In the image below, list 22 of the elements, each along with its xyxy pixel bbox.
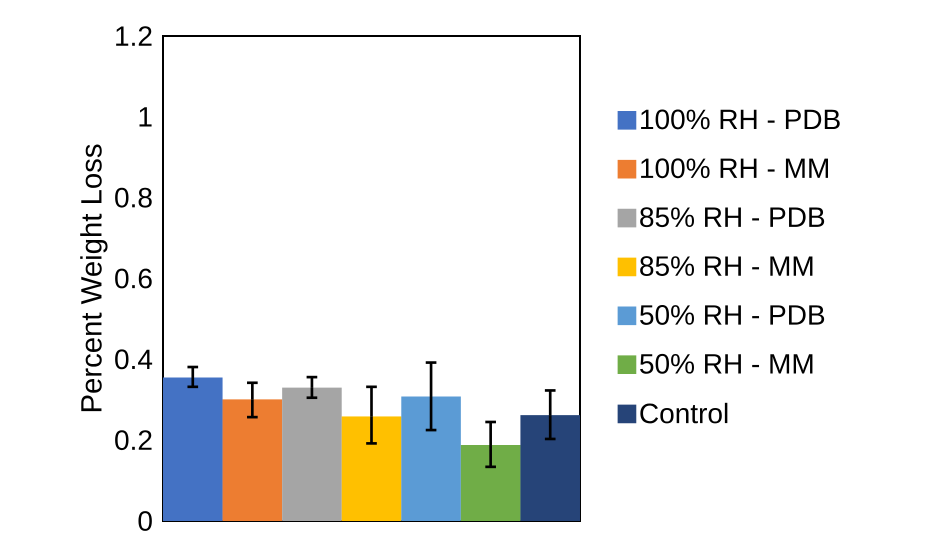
y-tick-label: 0 (138, 510, 152, 531)
y-tick-label: 0.2 (115, 430, 152, 450)
bar (163, 377, 223, 521)
legend-label: Control (640, 402, 728, 424)
bar (460, 444, 520, 521)
legend-label: 50% RH - MM (640, 354, 812, 374)
legend-label: 50% RH - PDB (640, 304, 824, 325)
bar (282, 387, 342, 521)
y-axis-title: Percent Weight Loss (80, 144, 108, 411)
legend-label: 85% RH - MM (640, 256, 812, 276)
bar (401, 396, 461, 521)
y-tick-label: 1.2 (116, 26, 152, 46)
y-tick-label: 0.8 (115, 188, 152, 208)
legend-label: 100% RH - PDB (641, 109, 840, 130)
y-tick-label: 0.6 (115, 268, 152, 288)
bar (520, 414, 580, 521)
bar (222, 399, 282, 521)
legend-label: 100% RH - MM (641, 158, 828, 178)
y-tick-label: 0.4 (115, 349, 152, 370)
bar (342, 416, 402, 521)
legend-label: 85% RH - PDB (640, 207, 824, 227)
y-tick-label: 1 (140, 107, 152, 126)
